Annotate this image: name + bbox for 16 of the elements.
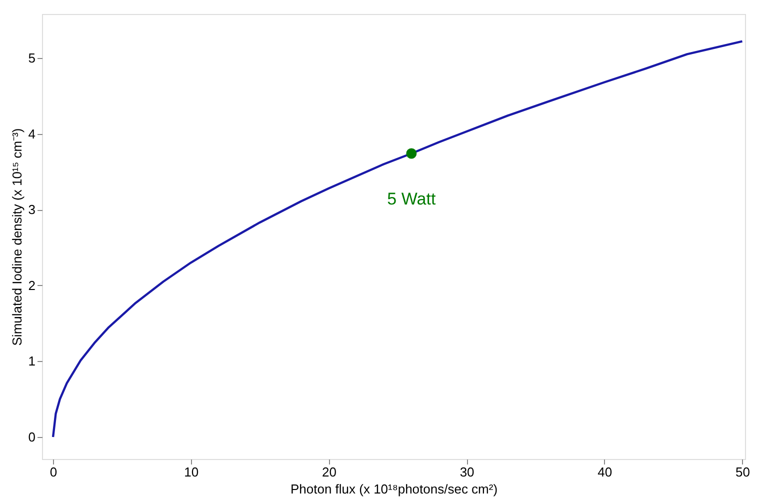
y-axis-title: Simulated Iodine density (x 10¹⁵ cm⁻³) bbox=[9, 128, 24, 346]
x-tick-label: 0 bbox=[50, 464, 58, 480]
text: 5 Watt bbox=[387, 189, 436, 208]
x-tick-label: 50 bbox=[736, 464, 750, 480]
x-axis-title: Photon flux (x 10¹⁸photons/sec cm²) bbox=[290, 482, 498, 496]
y-tick-label: 0 bbox=[28, 430, 36, 445]
y-tick-label: 2 bbox=[28, 278, 36, 293]
x-tick-label: 30 bbox=[460, 464, 474, 480]
y-tick-label: 5 bbox=[28, 50, 36, 66]
x-tick-label: 10 bbox=[184, 464, 199, 480]
line-series bbox=[52, 40, 744, 438]
x-tick-label: 20 bbox=[322, 464, 336, 480]
y-tick-label: 1 bbox=[28, 354, 36, 369]
y-tick-label: 3 bbox=[28, 202, 36, 218]
y-tick-label: 4 bbox=[28, 126, 36, 142]
x-tick-label: 40 bbox=[598, 464, 612, 480]
